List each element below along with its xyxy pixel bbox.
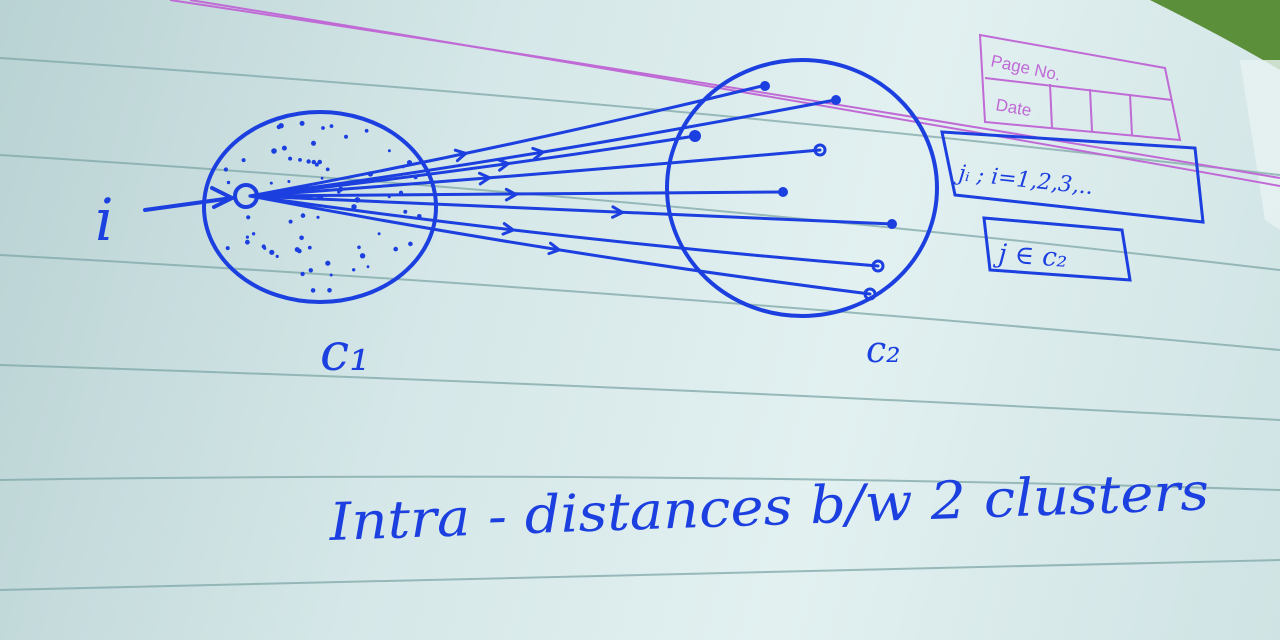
distance-arrow <box>248 98 837 198</box>
c1-point <box>287 180 291 183</box>
c2-point <box>689 130 701 142</box>
input-arrow <box>143 186 237 212</box>
c1-point <box>288 156 293 161</box>
c1-point <box>352 268 356 272</box>
c1-point <box>275 254 279 258</box>
c1-point <box>298 158 302 162</box>
note-membership-text: j ∈ c₂ <box>993 239 1069 274</box>
c1-point <box>226 180 231 185</box>
background-corner <box>1150 0 1280 70</box>
c1-point <box>344 134 348 139</box>
date-label: Date <box>994 95 1033 120</box>
c2-point <box>778 187 788 197</box>
arrow-head <box>611 205 626 219</box>
arrow-heads <box>453 146 626 256</box>
c1-point <box>308 268 313 273</box>
c1-point <box>269 249 275 255</box>
distance-arrow <box>248 134 697 198</box>
c1-point <box>225 246 230 251</box>
c1-point <box>300 271 305 277</box>
c2-point <box>887 219 897 229</box>
c2-point <box>863 287 877 301</box>
cluster-2 <box>665 58 939 318</box>
c1-point <box>300 213 306 218</box>
note-index-text: jᵢ ; i=1,2,3,.. <box>952 161 1094 201</box>
cluster-1-label: c₁ <box>320 323 370 383</box>
cluster-2-points <box>689 81 897 301</box>
arrow-head <box>501 222 517 236</box>
c1-point <box>387 149 391 153</box>
c1-point <box>251 232 256 236</box>
c1-point <box>325 167 330 172</box>
ruled-lines <box>0 57 1280 591</box>
c1-point <box>223 167 228 172</box>
c1-point <box>271 148 277 154</box>
c1-point <box>278 123 284 129</box>
c1-point <box>307 245 312 250</box>
c1-point <box>321 126 325 130</box>
c1-point <box>320 176 324 180</box>
note-membership-box: j ∈ c₂ <box>982 216 1132 282</box>
distance-arrow <box>248 194 894 226</box>
c1-point <box>288 219 293 224</box>
c1-point <box>269 181 273 185</box>
c1-point <box>364 128 369 133</box>
c2-point <box>813 143 827 157</box>
c1-point <box>329 273 333 277</box>
c1-point <box>408 241 413 247</box>
arrow-head <box>478 171 493 186</box>
page-edge <box>1240 60 1280 230</box>
note-index-box: jᵢ ; i=1,2,3,.. <box>940 130 1205 224</box>
cluster-2-label: c₂ <box>866 330 901 371</box>
c1-point <box>329 124 334 128</box>
c1-point <box>403 209 408 214</box>
c2-point <box>871 259 885 273</box>
c1-point <box>261 244 266 249</box>
c1-point <box>351 204 357 210</box>
c1-point <box>245 235 249 239</box>
c1-point <box>306 159 311 164</box>
c1-point <box>241 158 246 163</box>
c1-point <box>245 239 250 245</box>
c1-point <box>299 235 304 241</box>
arrow-head <box>504 187 520 202</box>
c1-point <box>314 162 319 167</box>
arrow-head <box>453 148 469 163</box>
c1-point <box>294 247 300 253</box>
distance-arrow <box>248 194 880 268</box>
c1-point <box>246 215 251 220</box>
c1-point <box>316 215 320 219</box>
c1-point <box>310 288 316 293</box>
c1-point <box>327 288 332 293</box>
c2-point <box>831 95 841 105</box>
arrow-head <box>496 158 512 172</box>
c1-point <box>317 159 323 165</box>
distance-arrows <box>248 84 894 296</box>
cluster-1-points <box>223 120 422 293</box>
c1-point <box>377 232 381 236</box>
c1-point <box>325 260 331 266</box>
c1-point <box>281 145 287 151</box>
c2-point <box>760 81 770 91</box>
arrow-head <box>547 241 563 256</box>
point-i-label: i <box>95 186 114 254</box>
c1-point <box>311 159 316 165</box>
c1-point <box>366 265 370 269</box>
distance-arrow <box>248 84 764 198</box>
distance-arrow <box>248 148 822 198</box>
c1-point <box>393 246 399 252</box>
margin-lines <box>169 0 1280 187</box>
c1-point <box>311 140 316 146</box>
c1-point <box>299 120 305 126</box>
page-stamp: Page No. Date <box>978 33 1182 142</box>
c1-point <box>357 245 361 250</box>
cluster-1 <box>202 110 438 304</box>
c1-point <box>359 253 366 259</box>
arrow-head <box>531 146 547 161</box>
